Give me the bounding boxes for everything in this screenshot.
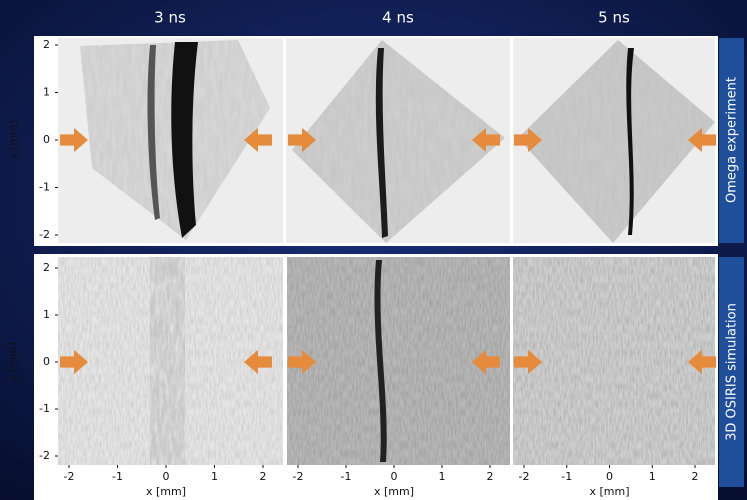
y-tick-label: 0 [43,133,50,146]
y-tick-label: 0 [43,355,50,368]
x-tick-label: 1 [439,470,446,483]
simulation-panels [58,257,715,465]
y-tick-label: -2 [39,228,50,241]
x-axis-label: x [mm] [146,485,186,498]
y-axis-label: y [mm] [7,120,20,160]
x-axis-label: x [mm] [589,485,629,498]
column-title: 4 ns [382,9,414,27]
row-label: 3D OSIRIS simulation [725,303,740,441]
x-tick-label: -1 [561,470,572,483]
row-label: Omega experiment [725,77,740,203]
x-tick-label: -1 [112,470,123,483]
x-tick-label: 2 [487,470,494,483]
x-tick-label: 1 [211,470,218,483]
y-tick-label: 1 [43,308,50,321]
y-tick-label: -2 [39,449,50,462]
x-tick-label: 2 [692,470,699,483]
x-tick-label: -2 [293,470,304,483]
x-tick-label: 0 [163,470,170,483]
y-tick-label: 1 [43,86,50,99]
column-title: 5 ns [598,9,630,27]
x-tick-label: -1 [341,470,352,483]
experiment-panels [58,38,715,243]
y-tick-label: -1 [39,402,50,415]
x-tick-label: 2 [260,470,267,483]
x-tick-label: 0 [391,470,398,483]
y-tick-label: 2 [43,38,50,51]
y-tick-label: -1 [39,181,50,194]
y-tick-label: 2 [43,261,50,274]
x-axis-label: x [mm] [374,485,414,498]
y-axis-label: y [mm] [7,342,20,382]
x-tick-label: 0 [606,470,613,483]
figure: 3 ns 4 ns 5 ns 2 1 0 -1 -2 y [mm] Omega experimen… [0,0,747,500]
x-tick-label: -2 [519,470,530,483]
x-tick-label: 1 [649,470,656,483]
x-tick-label: -2 [64,470,75,483]
column-title: 3 ns [154,9,186,27]
